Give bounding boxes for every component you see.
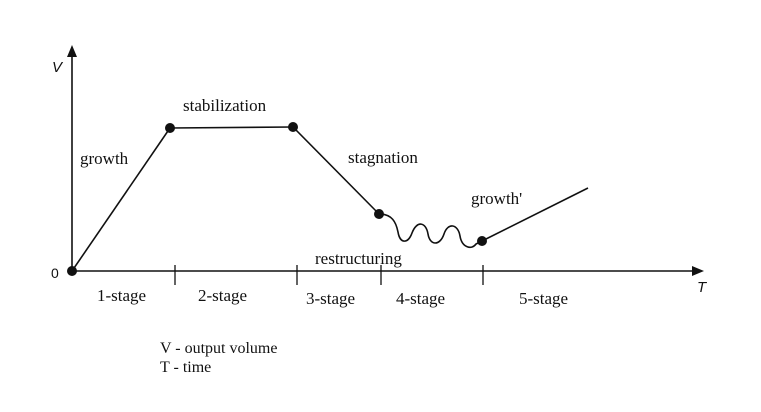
stabilization-start-point: [165, 123, 175, 133]
restructuring-end-point: [477, 236, 487, 246]
stage-label: 1-stage: [97, 286, 146, 305]
phase-label-stabilization: stabilization: [183, 96, 267, 115]
growth-segment: [71, 127, 171, 272]
origin-label: 0: [51, 265, 59, 281]
x-axis-arrow-icon: [692, 266, 704, 276]
stage-label: 2-stage: [198, 286, 247, 305]
x-axis-label: T: [697, 279, 708, 296]
growth-prime-segment: [481, 187, 589, 242]
legend-item-t: T - time: [160, 359, 212, 376]
stagnation-segment: [292, 126, 380, 215]
stage-label: 5-stage: [519, 289, 568, 308]
origin-point: [67, 266, 77, 276]
stagnation-end-point: [374, 209, 384, 219]
restructuring-wave: [378, 213, 483, 249]
stabilization-segment: [169, 126, 294, 129]
stage-label: 3-stage: [306, 289, 355, 308]
stage-label: 4-stage: [396, 289, 445, 308]
y-axis-arrow-icon: [67, 45, 77, 57]
y-axis-label: V: [52, 59, 64, 76]
stabilization-end-point: [288, 122, 298, 132]
phase-label-growth: growth: [80, 149, 129, 168]
phase-label-restructuring: restructuring: [315, 249, 402, 268]
phase-label-growth-prime: growth': [471, 189, 522, 208]
legend-item-v: V - output volume: [160, 340, 278, 357]
phase-label-stagnation: stagnation: [348, 148, 418, 167]
legend: V - output volume T - time: [160, 339, 277, 377]
